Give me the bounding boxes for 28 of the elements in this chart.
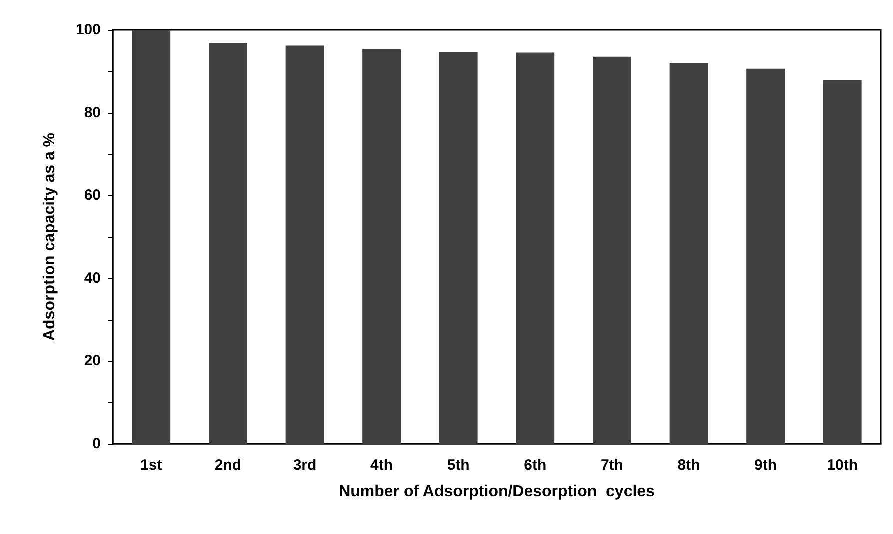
- bar: [516, 52, 555, 444]
- bar: [209, 43, 248, 444]
- y-tick-label: 40: [84, 270, 101, 287]
- x-tick-label: 10th: [827, 457, 858, 474]
- bar: [132, 30, 171, 444]
- y-tick-label: 0: [92, 436, 101, 452]
- bar: [746, 68, 785, 444]
- y-tick-label: 60: [84, 187, 101, 204]
- x-tick-label: 4th: [370, 457, 394, 474]
- x-tick-label: 3rd: [293, 457, 317, 474]
- y-tick-label: 80: [84, 104, 101, 122]
- y-axis-title: Adsorption capacity as a %: [42, 132, 58, 342]
- bar: [823, 80, 862, 444]
- x-tick-label: 1st: [140, 457, 162, 474]
- bar: [593, 56, 632, 444]
- x-tick-label: 6th: [524, 457, 547, 474]
- bar: [439, 52, 478, 444]
- bar: [670, 63, 708, 444]
- x-axis-title: Number of Adsorption/Desorption cycles: [339, 484, 656, 500]
- y-tick-label: 20: [84, 352, 101, 370]
- x-tick-label: 8th: [678, 457, 700, 474]
- x-tick-label: 2nd: [214, 457, 242, 474]
- bar: [286, 46, 324, 444]
- x-tick-label: 5th: [447, 457, 470, 474]
- x-tick-label: 7th: [600, 457, 624, 474]
- y-tick-label: 100: [76, 22, 101, 38]
- x-tick-label: 9th: [754, 457, 778, 474]
- bar: [362, 49, 401, 444]
